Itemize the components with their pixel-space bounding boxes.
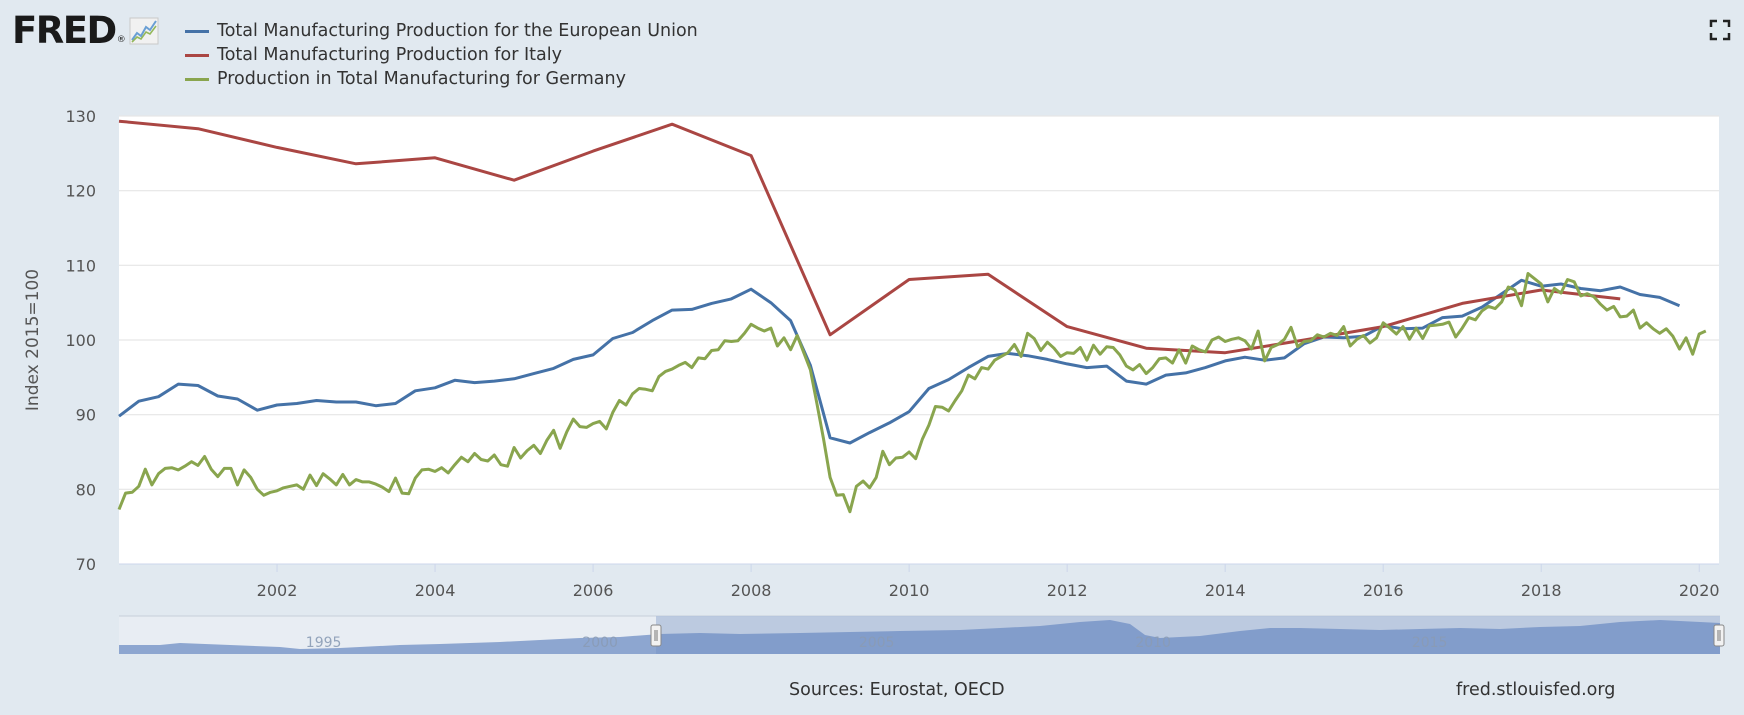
x-tick-label: 2010 bbox=[889, 581, 930, 600]
fullscreen-icon bbox=[1709, 19, 1731, 41]
x-tick-label: 2016 bbox=[1363, 581, 1404, 600]
y-tick-label: 110 bbox=[65, 256, 96, 275]
legend-swatch-italy bbox=[185, 53, 209, 57]
navigator-year-label: 2015 bbox=[1412, 635, 1448, 651]
legend-label-eu: Total Manufacturing Production for the E… bbox=[217, 21, 698, 41]
y-tick-label: 100 bbox=[65, 331, 96, 350]
series-lines bbox=[117, 119, 1707, 514]
x-tick-label: 2018 bbox=[1521, 581, 1562, 600]
y-tick-label: 80 bbox=[76, 480, 96, 499]
y-tick-label: 130 bbox=[65, 107, 96, 126]
series-line-2[interactable] bbox=[117, 272, 1707, 514]
x-tick-label: 2020 bbox=[1679, 581, 1720, 600]
series-line-0[interactable] bbox=[118, 278, 1681, 445]
legend-label-germany: Production in Total Manufacturing for Ge… bbox=[217, 69, 626, 89]
y-tick-label: 90 bbox=[76, 406, 96, 425]
navigator-year-label: 1995 bbox=[306, 635, 342, 651]
x-tick-label: 2004 bbox=[415, 581, 456, 600]
navigator-year-label: 2010 bbox=[1135, 635, 1171, 651]
fullscreen-button[interactable] bbox=[1708, 18, 1732, 42]
legend-swatch-eu bbox=[185, 29, 209, 33]
legend-label-italy: Total Manufacturing Production for Italy bbox=[217, 45, 562, 65]
legend-item-italy[interactable]: Total Manufacturing Production for Italy bbox=[185, 43, 698, 67]
legend-swatch-germany bbox=[185, 77, 209, 81]
x-axis-ticks: 2002 2004 2006 2008 2010 2012 2014 2016 2018 2020 bbox=[257, 564, 1720, 600]
chart-logo-icon bbox=[129, 17, 159, 44]
y-tick-label: 70 bbox=[76, 555, 96, 574]
chart-legend: Total Manufacturing Production for the E… bbox=[185, 19, 698, 91]
navigator-series-area bbox=[119, 620, 1720, 654]
y-tick-label: 120 bbox=[65, 182, 96, 201]
navigator-left-handle[interactable] bbox=[650, 624, 662, 647]
navigator-right-handle[interactable] bbox=[1713, 624, 1725, 647]
y-axis-label: Index 2015=100 bbox=[23, 269, 43, 411]
y-axis-ticks: 70 80 90 100 110 120 130 bbox=[65, 107, 96, 574]
x-tick-label: 2008 bbox=[731, 581, 772, 600]
sources-text: Sources: Eurostat, OECD bbox=[789, 680, 1005, 700]
series-line-1[interactable] bbox=[118, 119, 1621, 355]
x-tick-label: 2006 bbox=[573, 581, 614, 600]
registered-mark: ® bbox=[116, 34, 126, 45]
x-tick-label: 2012 bbox=[1047, 581, 1088, 600]
fred-logo[interactable]: FRED ® bbox=[12, 12, 159, 49]
site-link[interactable]: fred.stlouisfed.org bbox=[1456, 680, 1616, 700]
x-tick-label: 2014 bbox=[1205, 581, 1246, 600]
legend-item-germany[interactable]: Production in Total Manufacturing for Ge… bbox=[185, 67, 698, 91]
navigator-year-labels: 1995 2000 2005 2010 2015 bbox=[306, 635, 1448, 651]
navigator-year-label: 2000 bbox=[582, 635, 618, 651]
navigator-year-label: 2005 bbox=[859, 635, 895, 651]
legend-item-eu[interactable]: Total Manufacturing Production for the E… bbox=[185, 19, 698, 43]
navigator[interactable]: 1995 2000 2005 2010 2015 bbox=[119, 615, 1725, 654]
x-tick-label: 2002 bbox=[257, 581, 298, 600]
fred-logo-text: FRED bbox=[12, 9, 117, 52]
